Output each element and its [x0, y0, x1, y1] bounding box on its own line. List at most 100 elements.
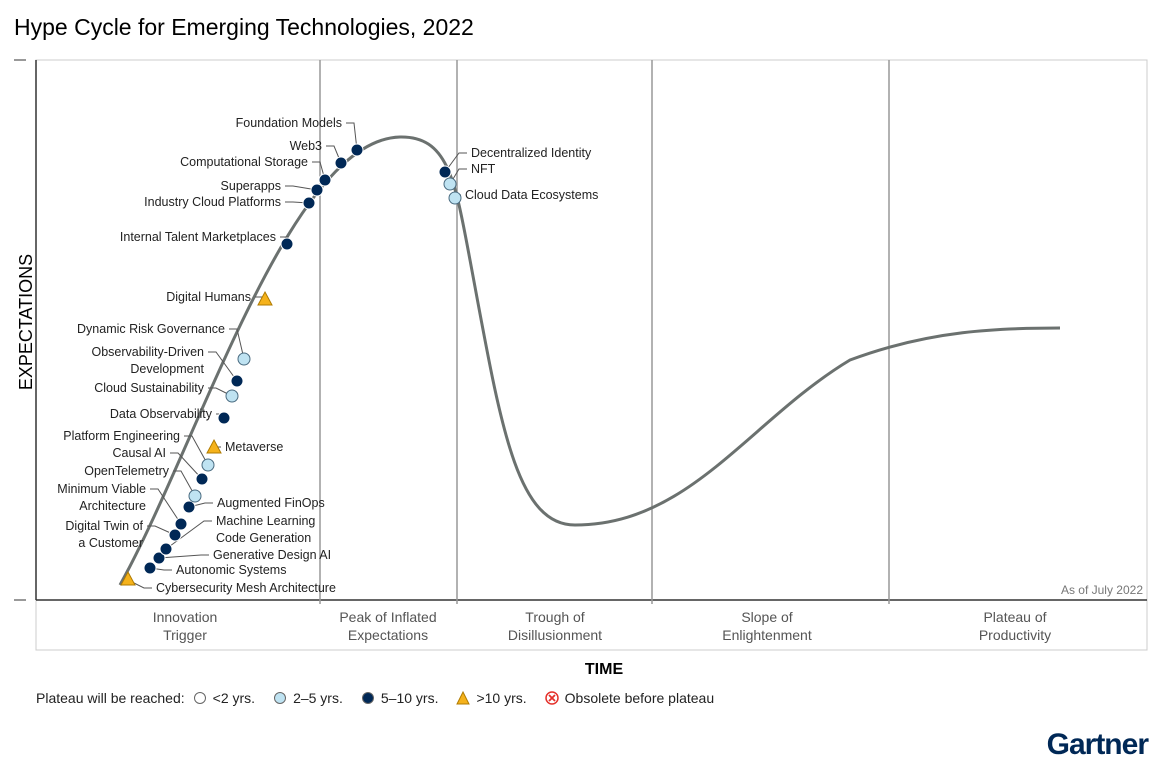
technology-label: Web3: [290, 139, 322, 153]
technology-marker: Internal Talent Marketplaces: [120, 230, 294, 251]
technology-label: a Customer: [78, 536, 143, 550]
technology-marker: Foundation Models: [236, 116, 364, 157]
technology-marker: Computational Storage: [180, 155, 332, 187]
technology-label: Development: [130, 362, 204, 376]
hype-curve: [118, 135, 1061, 586]
technology-label: Internal Talent Marketplaces: [120, 230, 276, 244]
circle-marker-icon: [182, 500, 196, 514]
technology-label: Industry Cloud Platforms: [144, 195, 281, 209]
technology-marker: Digital Twin of a Customer: [65, 519, 182, 550]
as-of-date: As of July 2022: [1061, 583, 1143, 597]
leader-line: [346, 122, 358, 151]
technology-marker: Web3: [290, 139, 348, 170]
legend-marker-icon: [361, 691, 375, 705]
leader-line: [229, 328, 245, 360]
technology-marker: Minimum Viable Architecture: [57, 482, 188, 531]
legend-item-5to10: 5–10 yrs.: [361, 690, 439, 706]
circle-marker-icon: [350, 143, 364, 157]
phase-label: Innovation: [153, 609, 218, 625]
technology-label: Metaverse: [225, 440, 283, 454]
circle-marker-icon: [334, 156, 348, 170]
leader-line: [285, 185, 318, 191]
phase-label: Trigger: [163, 627, 207, 643]
chart-title: Hype Cycle for Emerging Technologies, 20…: [14, 14, 474, 40]
leader-line: [208, 351, 238, 382]
triangle-marker-icon: [120, 570, 136, 586]
circle-marker-icon: [143, 561, 157, 575]
technology-label: Dynamic Risk Governance: [77, 322, 225, 336]
technology-label: Foundation Models: [236, 116, 342, 130]
leader-line: [184, 435, 209, 466]
technology-marker: Cloud Sustainability: [94, 381, 239, 403]
circle-marker-icon: [302, 196, 316, 210]
phase-label: Expectations: [348, 627, 428, 643]
circle-marker-icon: [152, 551, 166, 565]
phase-label: Disillusionment: [508, 627, 602, 643]
technology-label: Digital Twin of: [65, 519, 143, 533]
circle-marker-icon: [280, 237, 294, 251]
technology-marker: Observability-Driven Development: [91, 345, 244, 388]
circle-marker-icon: [443, 177, 457, 191]
technology-label: Cloud Sustainability: [94, 381, 205, 395]
technology-marker: Platform Engineering: [63, 429, 215, 472]
technology-label: Architecture: [79, 499, 146, 513]
technology-label: Superapps: [221, 179, 281, 193]
circle-marker-icon: [448, 191, 462, 205]
technology-label: Data Observability: [110, 407, 213, 421]
circle-marker-icon: [201, 458, 215, 472]
gartner-logo: Gartner: [1046, 728, 1149, 761]
technology-marker: Superapps: [221, 179, 324, 197]
legend-text: >10 yrs.: [476, 690, 527, 706]
technology-label: Platform Engineering: [63, 429, 180, 443]
circle-marker-icon: [225, 389, 239, 403]
legend-marker-icon: [544, 691, 559, 705]
legend-marker-icon: [456, 691, 471, 705]
technology-marker: Digital Humans: [166, 290, 273, 306]
technology-marker: Autonomic Systems: [143, 561, 286, 577]
leader-line: [444, 152, 467, 173]
legend-item-lt2: <2 yrs.: [193, 690, 255, 706]
legend-item-gt10: >10 yrs.: [456, 690, 527, 706]
technology-label: Code Generation: [216, 531, 311, 545]
technology-marker: Metaverse: [206, 438, 283, 454]
circle-marker-icon: [310, 183, 324, 197]
legend-text: 5–10 yrs.: [380, 690, 439, 706]
x-axis-label: TIME: [585, 661, 624, 678]
technology-label: Autonomic Systems: [176, 563, 286, 577]
technology-marker: Causal AI: [112, 446, 209, 486]
technology-label: Machine Learning: [216, 514, 315, 528]
technology-marker: Machine Learning Code Generation: [159, 514, 315, 556]
technology-label: Causal AI: [112, 446, 166, 460]
technology-label: NFT: [471, 162, 496, 176]
legend-marker-icon: [193, 691, 207, 705]
technology-marker: Dynamic Risk Governance: [77, 322, 251, 366]
leader-line: [147, 525, 176, 536]
y-axis-label: EXPECTATIONS: [16, 254, 36, 390]
technology-label: Cloud Data Ecosystems: [465, 188, 598, 202]
leader-line: [170, 452, 203, 480]
technology-label: Augmented FinOps: [217, 496, 325, 510]
circle-marker-icon: [174, 517, 188, 531]
triangle-marker-icon: [206, 438, 222, 454]
technology-marker: NFT: [443, 162, 496, 191]
leader-line: [150, 488, 182, 525]
technology-label: Minimum Viable: [57, 482, 146, 496]
circle-marker-icon: [195, 472, 209, 486]
technology-marker: Cybersecurity Mesh Architecture: [120, 570, 336, 595]
circle-marker-icon: [217, 411, 231, 425]
phase-label: Plateau of: [983, 609, 1046, 625]
circle-marker-icon: [230, 374, 244, 388]
legend-label: Plateau will be reached:: [36, 690, 185, 706]
leader-line: [158, 554, 209, 559]
legend-text: Obsolete before plateau: [564, 690, 715, 706]
phase-label: Trough of: [525, 609, 585, 625]
legend-item-2to5: 2–5 yrs.: [273, 690, 343, 706]
technology-marker: Industry Cloud Platforms: [144, 195, 316, 210]
phase-label: Enlightenment: [722, 627, 812, 643]
legend: Plateau will be reached: <2 yrs. 2–5 yrs.…: [36, 690, 724, 706]
circle-marker-icon: [188, 489, 202, 503]
technology-label: Digital Humans: [166, 290, 251, 304]
technology-marker: OpenTelemetry: [84, 464, 202, 503]
